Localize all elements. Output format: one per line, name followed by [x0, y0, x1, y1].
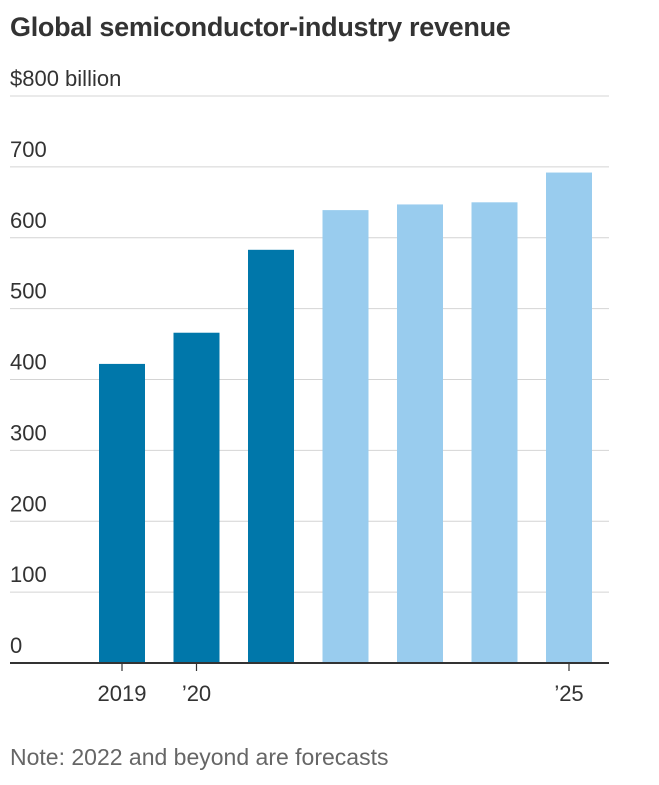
y-tick-label-0: 0 [10, 633, 22, 658]
y-tick-label-100: 100 [10, 562, 47, 587]
x-tick-label-2019: 2019 [98, 681, 147, 706]
y-tick-label-800: $800 billion [10, 66, 121, 91]
y-tick-label-500: 500 [10, 279, 47, 304]
y-axis-labels: 0 100 200 300 400 500 600 700 $800 billion [10, 66, 121, 658]
bar-2021 [248, 249, 294, 663]
y-tick-label-200: 200 [10, 491, 47, 516]
bar-2023 [397, 204, 443, 663]
bar-chart: 0 100 200 300 400 500 600 700 $800 billion 2019 ’… [10, 66, 609, 706]
bar-2022 [322, 210, 369, 663]
bar-2019 [99, 363, 145, 663]
bar-2025 [546, 172, 592, 664]
y-tick-label-300: 300 [10, 420, 47, 445]
y-tick-label-400: 400 [10, 350, 47, 375]
bars [99, 172, 592, 664]
bar-2024 [471, 202, 518, 663]
chart-title: Global semiconductor-industry revenue [10, 12, 511, 42]
y-tick-label-600: 600 [10, 208, 47, 233]
y-tick-label-700: 700 [10, 137, 47, 162]
x-tick-label-2025: ’25 [554, 681, 583, 706]
x-axis [10, 662, 609, 671]
forecast-note: Note: 2022 and beyond are forecasts [10, 744, 389, 770]
bar-2020 [173, 332, 220, 663]
x-axis-labels: 2019 ’20 ’25 [98, 681, 584, 706]
x-tick-label-2020: ’20 [182, 681, 211, 706]
